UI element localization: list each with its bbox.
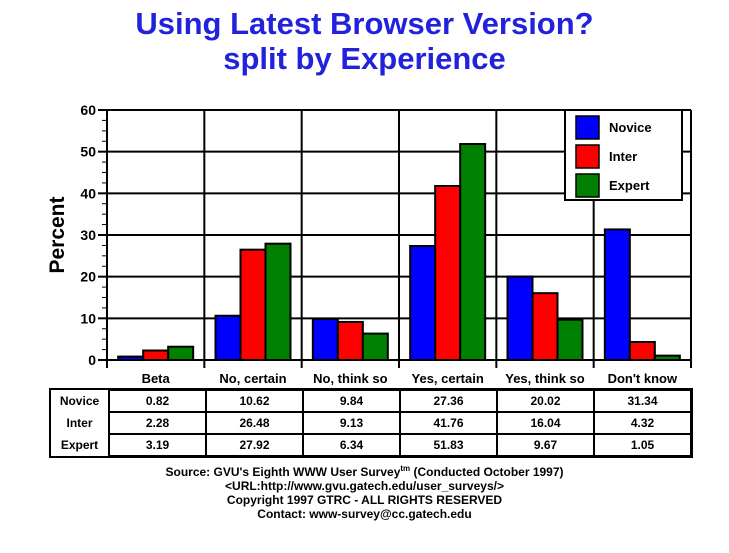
- bar-expert-5: [556, 318, 584, 361]
- y-tick-label: 30: [80, 227, 96, 243]
- bar-expert-3: [361, 332, 389, 361]
- bar-inter-3: [336, 320, 364, 361]
- footer-source-line: Source: GVU's Eighth WWW User Surveytm (…: [165, 464, 564, 479]
- bar-inter-4: [434, 185, 462, 361]
- table-cell: 9.13: [303, 412, 400, 434]
- table-row-label: Inter: [51, 412, 109, 434]
- footer-contact-line: Contact: www-survey@cc.gatech.edu: [257, 507, 472, 521]
- chart-title-line2: split by Experience: [223, 41, 506, 76]
- table-cell: 3.19: [109, 434, 206, 456]
- legend-label-novice: Novice: [609, 120, 652, 135]
- chart-title: Using Latest Browser Version? split by E…: [0, 6, 729, 76]
- table-cell: 4.32: [594, 412, 691, 434]
- legend-swatch-expert: [575, 173, 600, 198]
- bar-novice-1: [117, 355, 145, 362]
- x-category-label: Don't know: [608, 371, 678, 386]
- bar-inter-5: [531, 292, 559, 362]
- table-cell: 0.82: [109, 390, 206, 412]
- legend-label-expert: Expert: [609, 178, 650, 193]
- table-cell: 26.48: [206, 412, 303, 434]
- bar-expert-1: [167, 345, 195, 361]
- bar-expert-4: [459, 143, 487, 361]
- y-tick-label: 40: [80, 185, 96, 201]
- bar-chart-plot-area: 0 10 20 30 40 50 60 Beta No, certain No, think so…: [46, 102, 692, 386]
- x-category-label: No, think so: [313, 371, 387, 386]
- table-cell: 41.76: [400, 412, 497, 434]
- table-cell: 27.92: [206, 434, 303, 456]
- table-cell: 9.67: [497, 434, 594, 456]
- table-row-expert: Expert 3.19 27.92 6.34 51.83 9.67 1.05: [51, 434, 691, 456]
- footer: Source: GVU's Eighth WWW User Surveytm (…: [0, 462, 729, 521]
- table-cell: 27.36: [400, 390, 497, 412]
- table-cell: 2.28: [109, 412, 206, 434]
- bar-novice-3: [311, 318, 339, 361]
- bar-novice-2: [214, 314, 242, 361]
- footer-url-line: <URL:http://www.gvu.gatech.edu/user_surv…: [225, 479, 504, 493]
- data-table: Novice 0.82 10.62 9.84 27.36 20.02 31.34 Inter 2…: [49, 388, 693, 458]
- legend-label-inter: Inter: [609, 149, 637, 164]
- chart-title-line1: Using Latest Browser Version?: [135, 6, 594, 41]
- bar-novice-6: [603, 228, 631, 361]
- table-cell: 16.04: [497, 412, 594, 434]
- table-cell: 9.84: [303, 390, 400, 412]
- legend-swatch-novice: [575, 115, 600, 140]
- y-tick-label: 20: [80, 269, 96, 285]
- table-row-inter: Inter 2.28 26.48 9.13 41.76 16.04 4.32: [51, 412, 691, 434]
- table-cell: 1.05: [594, 434, 691, 456]
- trademark-sup: tm: [400, 464, 411, 473]
- table-cell: 10.62: [206, 390, 303, 412]
- y-tick-label: 50: [80, 144, 96, 160]
- x-category-label: No, certain: [219, 371, 286, 386]
- y-tick-label: 60: [80, 102, 96, 118]
- x-category-label: Yes, certain: [412, 371, 484, 386]
- table-row-label: Novice: [51, 390, 109, 412]
- y-tick-label: 10: [80, 310, 96, 326]
- table-cell: 51.83: [400, 434, 497, 456]
- bar-inter-6: [628, 341, 656, 361]
- bar-expert-2: [264, 242, 292, 362]
- bar-inter-2: [239, 248, 267, 362]
- bar-expert-6: [653, 354, 681, 361]
- footer-copyright-line: Copyright 1997 GTRC - ALL RIGHTS RESERVE…: [226, 493, 503, 507]
- table-cell: 20.02: [497, 390, 594, 412]
- y-axis-label: Percent: [46, 196, 69, 273]
- x-category-label: Yes, think so: [505, 371, 585, 386]
- x-category-label: Beta: [142, 371, 171, 386]
- table-row-label: Expert: [51, 434, 109, 456]
- bar-inter-1: [142, 349, 170, 361]
- table-cell: 31.34: [594, 390, 691, 412]
- bar-novice-5: [506, 275, 534, 361]
- legend-swatch-inter: [575, 144, 600, 169]
- table-row-novice: Novice 0.82 10.62 9.84 27.36 20.02 31.34: [51, 390, 691, 412]
- bar-novice-4: [409, 245, 437, 361]
- table-cell: 6.34: [303, 434, 400, 456]
- y-tick-label: 0: [88, 352, 96, 368]
